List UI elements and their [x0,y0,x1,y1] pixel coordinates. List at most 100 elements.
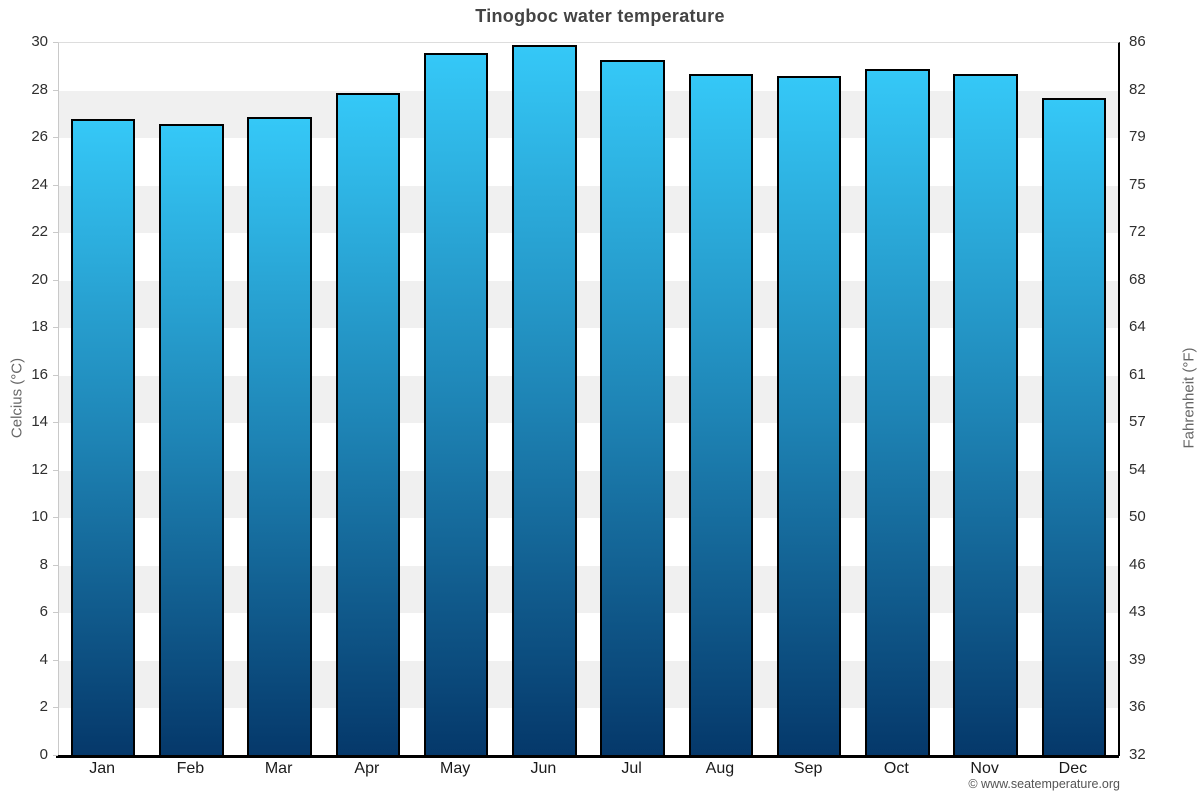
bar-slot-sep [765,43,853,756]
axis-tick-mark [53,422,58,424]
x-tick-label-jan: Jan [89,760,116,777]
bar-feb[interactable] [159,123,224,756]
celsius-tick-label: 28 [31,80,48,98]
fahrenheit-tick-label: 64 [1129,318,1146,336]
x-tick-label-jun: Jun [530,760,557,777]
x-tick-label-may: May [440,760,471,777]
grid-band [59,280,1118,329]
bar-dec[interactable] [1041,97,1107,756]
celsius-tick-label: 18 [31,318,48,336]
x-tick-label-oct: Oct [883,760,909,777]
grid-band [59,375,1118,424]
x-tick-label-dec: Dec [1058,760,1088,777]
bar-oct[interactable] [865,69,930,756]
celsius-tick-label: 24 [31,175,48,193]
x-axis-line [56,755,1119,758]
fahrenheit-tick-label: 54 [1129,460,1146,478]
fahrenheit-tick-label: 46 [1129,555,1146,573]
celsius-tick-label: 4 [39,650,48,668]
celsius-tick-label: 20 [31,270,48,288]
bars-container [59,43,1118,756]
axis-tick-mark [53,755,58,756]
axis-tick-mark [53,517,58,519]
bar-slot-oct [853,43,941,756]
bar-slot-apr [324,43,412,756]
bar-slot-mar [236,43,324,756]
bar-slot-dec [1030,43,1118,756]
fahrenheit-tick-label: 82 [1129,80,1146,98]
grid-band [59,470,1118,519]
celsius-tick-label: 10 [31,508,48,526]
bar-jan[interactable] [70,119,136,756]
axis-tick-mark [53,279,58,281]
bar-mar[interactable] [247,116,312,756]
bar-slot-feb [147,43,235,756]
celsius-tick-label: 0 [39,746,48,763]
axis-tick-mark [53,564,58,566]
x-tick-label-sep: Sep [793,760,823,777]
celsius-tick-label: 26 [31,128,48,146]
fahrenheit-tick-label: 79 [1129,128,1146,146]
bar-jul[interactable] [600,59,665,756]
x-tick-label-nov: Nov [970,760,999,777]
grid-band [59,90,1118,139]
celsius-tick-label: 22 [31,223,48,241]
bar-sep[interactable] [776,76,842,756]
left-axis-title: Celcius (°C) [8,357,26,439]
fahrenheit-tick-label: 75 [1129,175,1146,193]
axis-tick-mark [53,612,58,614]
axis-tick-mark [53,89,58,91]
fahrenheit-tick-label: 50 [1129,508,1146,526]
celsius-tick-label: 16 [31,365,48,383]
plot-bands [59,43,1118,756]
fahrenheit-tick-label: 61 [1129,365,1146,383]
right-axis-title: Fahrenheit (°F) [1180,347,1198,449]
fahrenheit-tick-label: 86 [1129,33,1146,50]
axis-tick-mark [53,42,58,43]
grid-band [59,565,1118,614]
fahrenheit-tick-label: 57 [1129,413,1146,431]
fahrenheit-tick-label: 39 [1129,650,1146,668]
celsius-tick-label: 8 [39,555,48,573]
x-axis-labels: Jan Feb Mar Apr May Jun Jul Aug Sep Oct Nov Dec [58,760,1117,778]
fahrenheit-tick-label: 36 [1129,698,1146,716]
plot-area [58,42,1120,756]
bar-may[interactable] [423,52,489,756]
fahrenheit-tick-label: 43 [1129,603,1146,621]
axis-tick-mark [53,659,58,661]
axis-tick-mark [53,469,58,471]
celsius-tick-label: 14 [31,413,48,431]
axis-tick-mark [53,374,58,376]
bar-slot-jun [500,43,588,756]
x-tick-label-apr: Apr [354,760,380,777]
celsius-tick-label: 12 [31,460,48,478]
bar-slot-nov [942,43,1030,756]
bar-slot-aug [677,43,765,756]
fahrenheit-tick-label: 68 [1129,270,1146,288]
axis-tick-mark [53,137,58,139]
celsius-tick-label: 30 [31,33,48,50]
bar-aug[interactable] [688,73,754,756]
bar-slot-jan [59,43,147,756]
fahrenheit-tick-label: 32 [1129,746,1146,763]
axis-tick-mark [53,327,58,329]
chart-title: Tinogboc water temperature [475,6,725,26]
axis-tick-mark [53,707,58,709]
x-tick-label-aug: Aug [705,760,735,777]
bar-apr[interactable] [335,92,401,756]
x-tick-label-feb: Feb [176,760,205,777]
grid-band [59,660,1118,709]
bar-slot-jul [589,43,677,756]
copyright-text: © www.seatemperature.org [968,777,1120,791]
grid-band [59,185,1118,234]
bar-jun[interactable] [512,45,577,756]
axis-tick-mark [53,232,58,234]
x-tick-label-mar: Mar [264,760,293,777]
celsius-tick-label: 6 [39,603,48,621]
bar-slot-may [412,43,500,756]
x-tick-label-jul: Jul [621,760,642,777]
fahrenheit-tick-label: 72 [1129,223,1146,241]
bar-nov[interactable] [953,73,1018,756]
celsius-tick-label: 2 [39,698,48,716]
